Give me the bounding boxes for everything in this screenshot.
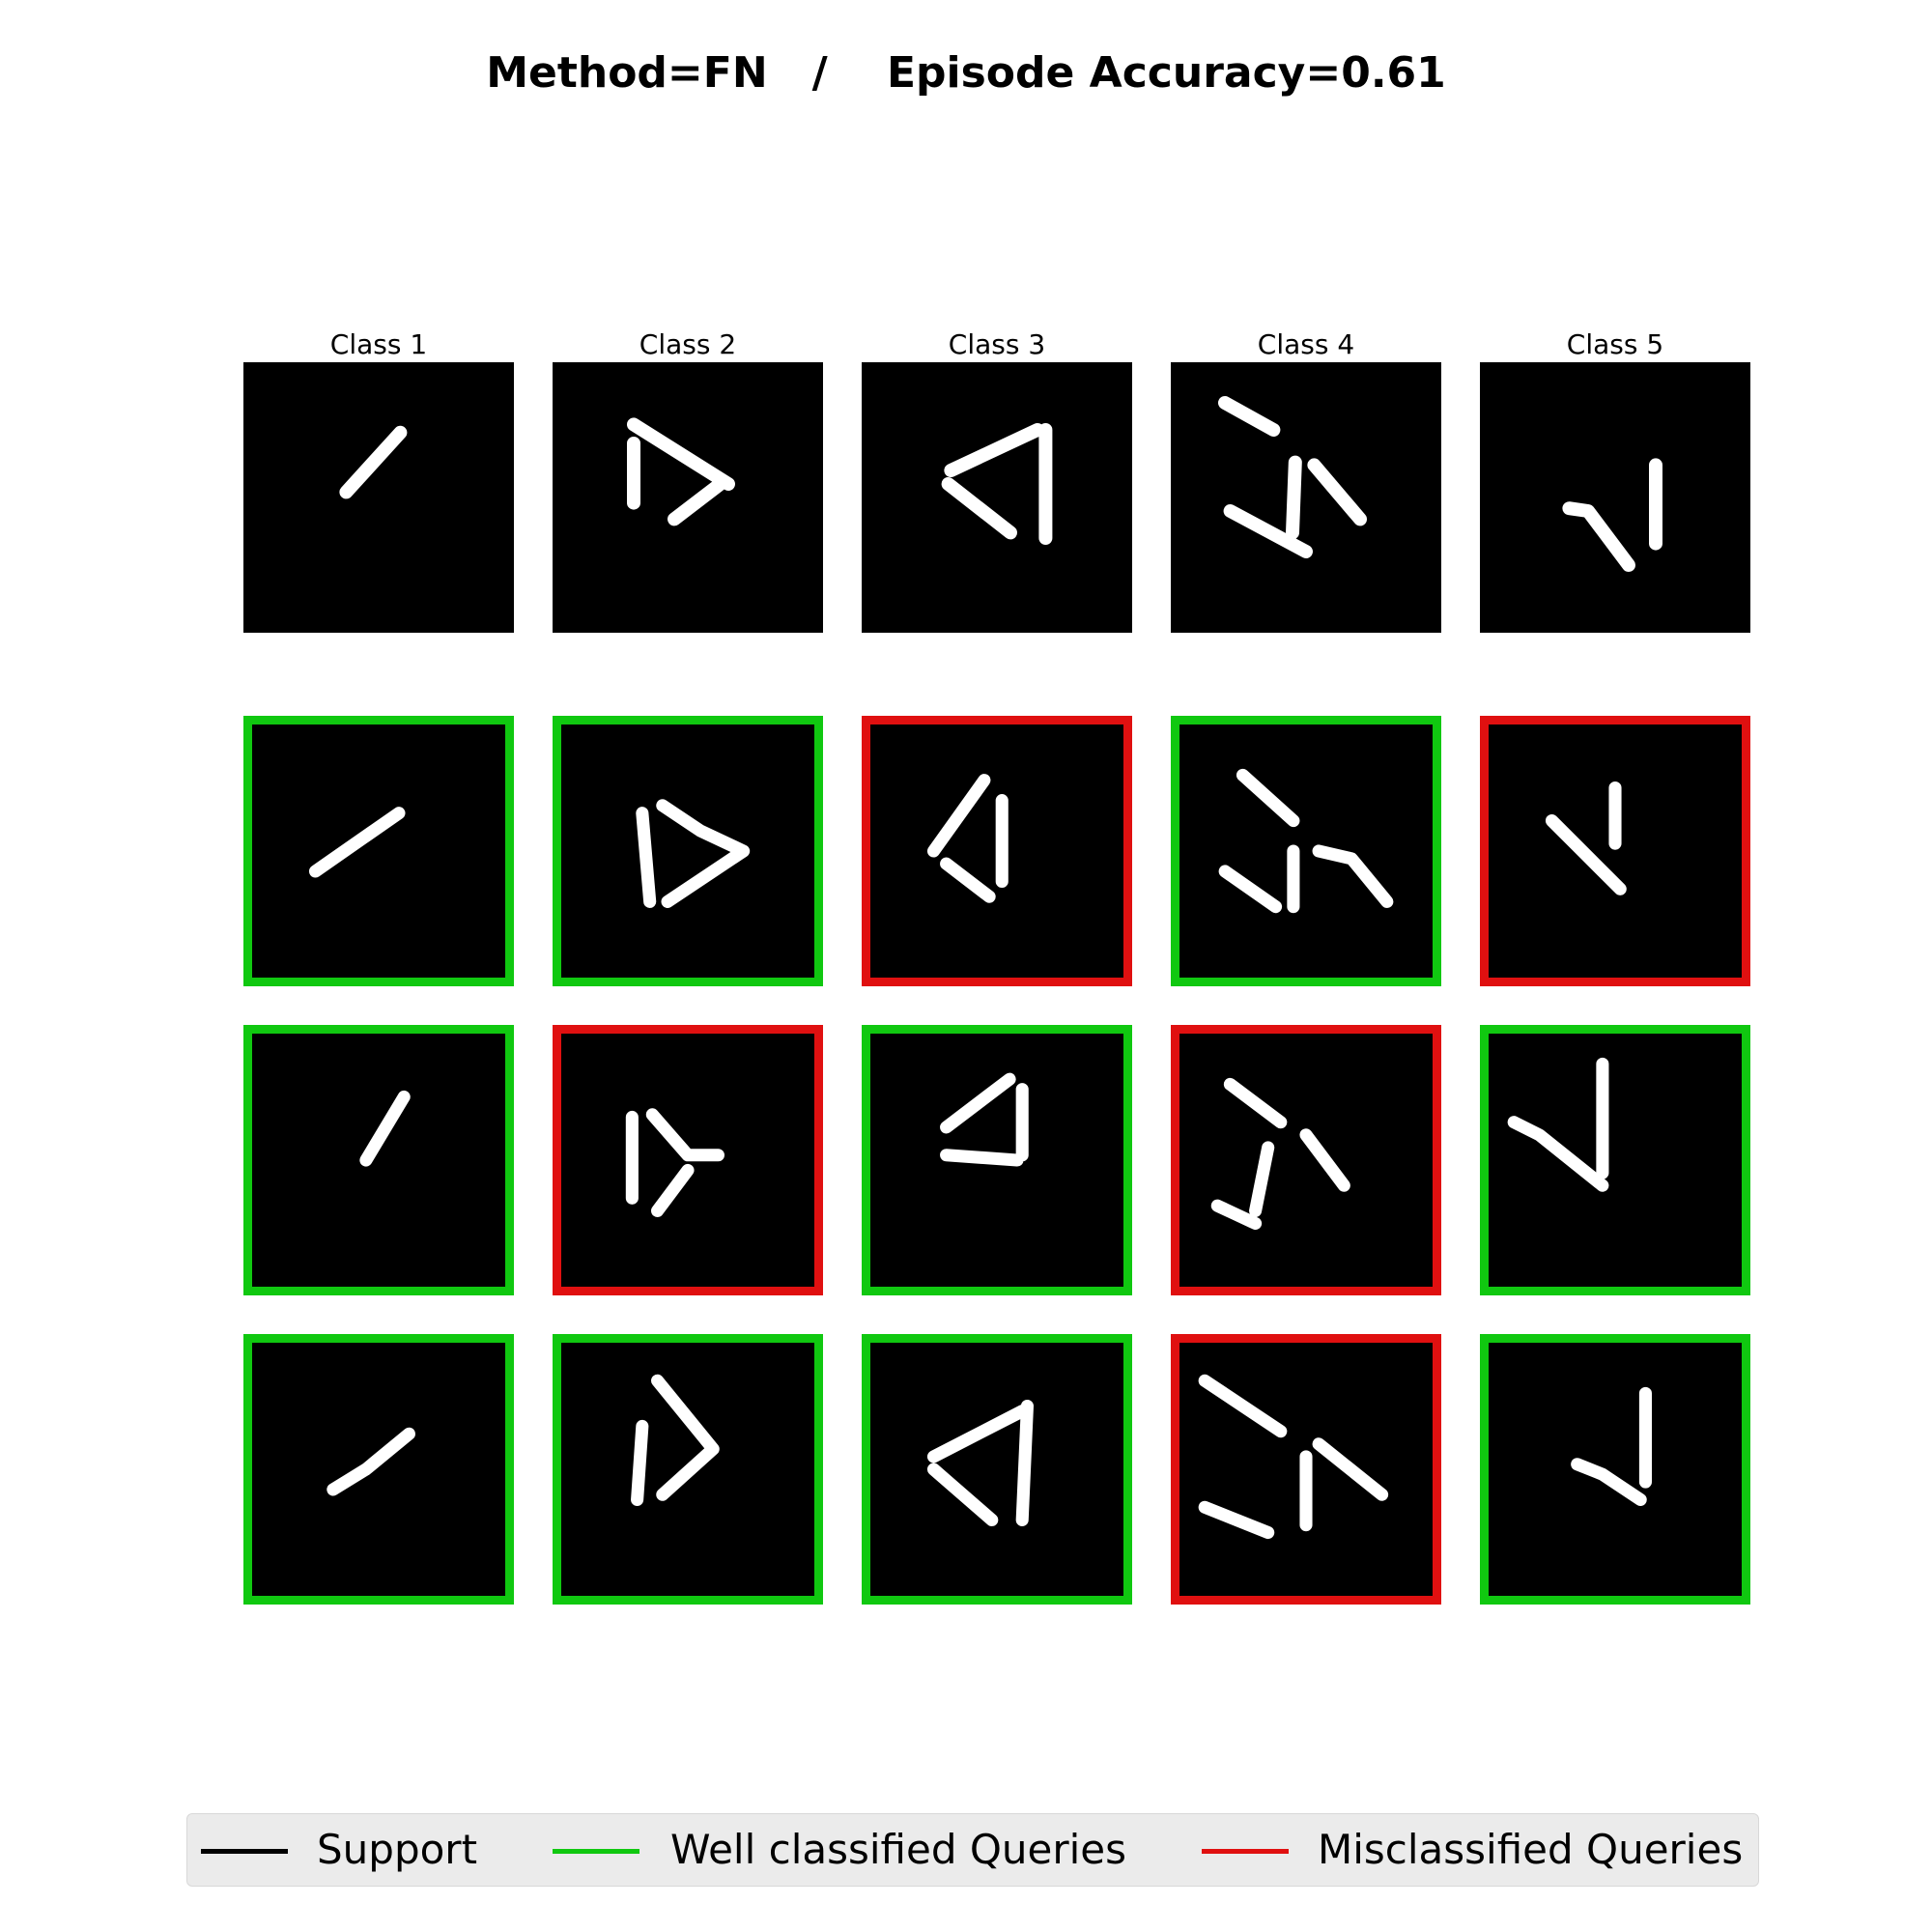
glyph-strokes [1507,1057,1609,1192]
query-image-r3-c1 [243,1334,514,1605]
query-image-r1-c1 [243,716,514,986]
support-image-r0-c1 [243,362,514,633]
glyph-strokes [1218,396,1367,558]
glyph-strokes [631,1374,720,1506]
support-image-r0-c3 [862,362,1132,633]
support-image-r0-c4 [1171,362,1441,633]
query-image-r3-c5 [1480,1334,1750,1605]
glyph-strokes [1198,1374,1389,1540]
glyph-strokes [339,425,408,499]
glyph-strokes [308,807,406,878]
query-image-r3-c4 [1171,1334,1441,1605]
glyph-strokes [625,1108,724,1217]
legend-well-label: Well classified Queries [670,1826,1127,1873]
figure-title: Method=FN / Episode Accuracy=0.61 [486,48,1446,98]
glyph-strokes [1545,781,1627,895]
legend-support-label: Support [317,1826,478,1873]
query-image-r1-c5 [1480,716,1750,986]
legend-mis-label: Misclassified Queries [1318,1826,1744,1873]
query-image-r2-c5 [1480,1025,1750,1295]
glyph-strokes [926,1399,1034,1526]
legend-well-line [553,1849,639,1854]
glyph-strokes [940,1072,1029,1167]
support-image-r0-c5 [1480,362,1750,633]
legend-support-line [201,1849,288,1854]
class-label-2: Class 2 [639,328,737,360]
glyph-strokes [1562,458,1662,572]
support-image-r0-c2 [553,362,823,633]
class-label-3: Class 3 [948,328,1046,360]
query-image-r2-c4 [1171,1025,1441,1295]
class-label-4: Class 4 [1257,328,1355,360]
glyph-strokes [359,1090,411,1167]
glyph-strokes [1218,768,1394,914]
query-image-r1-c3 [862,716,1132,986]
glyph-strokes [1210,1077,1350,1231]
query-image-r2-c1 [243,1025,514,1295]
class-label-1: Class 1 [329,328,428,360]
legend: Support Well classified Queries Misclass… [186,1813,1759,1887]
glyph-strokes [636,799,751,908]
legend-mis-line [1202,1849,1289,1854]
query-image-r2-c2 [553,1025,823,1295]
glyph-strokes [627,417,735,526]
glyph-strokes [1571,1386,1652,1506]
glyph-strokes [941,423,1053,545]
glyph-strokes [926,774,1009,903]
query-image-r1-c2 [553,716,823,986]
query-image-r1-c4 [1171,716,1441,986]
class-label-5: Class 5 [1566,328,1664,360]
glyph-strokes [327,1427,415,1496]
query-image-r3-c3 [862,1334,1132,1605]
query-image-r2-c3 [862,1025,1132,1295]
query-image-r3-c2 [553,1334,823,1605]
